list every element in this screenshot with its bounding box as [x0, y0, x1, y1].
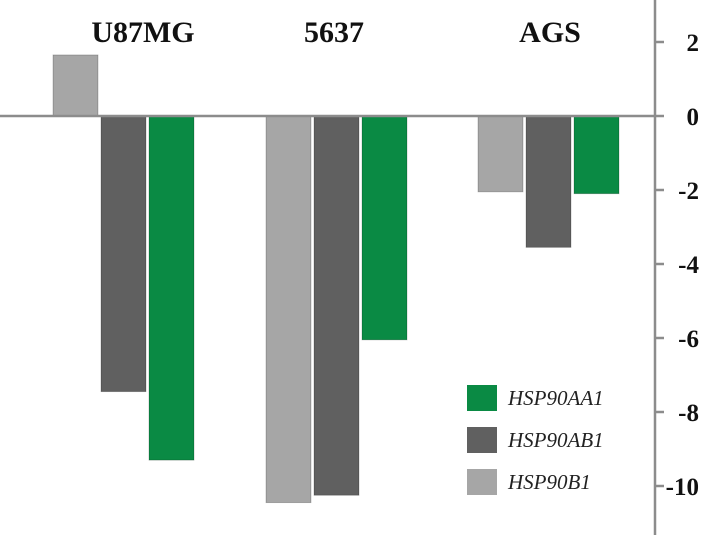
bar-hsp90b1-u87mg	[52, 54, 99, 117]
legend-label-hsp90aa1: HSP90AA1	[507, 386, 604, 410]
y-tick-label: -10	[666, 474, 699, 501]
legend-swatch-hsp90b1	[467, 469, 497, 495]
y-tick-label: -2	[678, 178, 699, 205]
legend: HSP90AA1 HSP90AB1 HSP90B1	[467, 385, 604, 495]
bar-hsp90b1-5637	[265, 115, 312, 504]
bar-hsp90ab1-5637	[313, 115, 360, 496]
bar-hsp90aa1-5637	[361, 115, 408, 341]
category-label-u87mg: U87MG	[91, 16, 194, 49]
y-tick-label: 2	[687, 30, 700, 57]
y-tick-label: -8	[678, 400, 699, 427]
legend-label-hsp90ab1: HSP90AB1	[507, 428, 604, 452]
bar-hsp90aa1-ags	[573, 115, 620, 195]
y-tick-label: -6	[678, 326, 699, 353]
bar-hsp90ab1-ags	[525, 115, 572, 248]
bar-hsp90aa1-u87mg	[148, 115, 195, 461]
y-axis-ticks: 2 0 -2 -4 -6 -8 -10	[655, 30, 699, 501]
y-tick-label: -4	[678, 252, 699, 279]
legend-label-hsp90b1: HSP90B1	[507, 470, 591, 494]
bar-hsp90b1-ags	[477, 115, 524, 193]
legend-swatch-hsp90ab1	[467, 427, 497, 453]
legend-swatch-hsp90aa1	[467, 385, 497, 411]
bar-hsp90ab1-u87mg	[100, 115, 147, 393]
y-tick-label: 0	[687, 104, 700, 131]
category-label-5637: 5637	[304, 16, 364, 49]
bars-group	[52, 54, 620, 504]
category-label-ags: AGS	[519, 16, 581, 49]
